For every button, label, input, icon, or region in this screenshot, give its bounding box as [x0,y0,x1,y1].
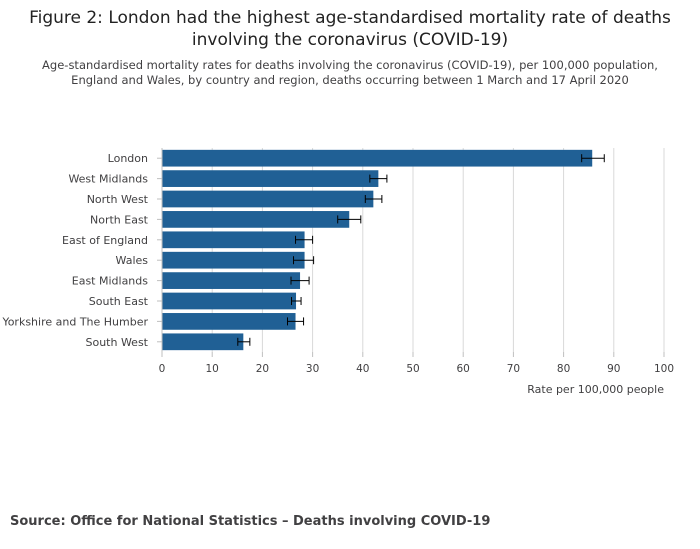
category-label: East Midlands [72,275,149,288]
bars [162,149,593,351]
x-tick-label: 0 [159,363,166,375]
x-tick-label: 90 [607,363,620,375]
bar [162,292,297,310]
x-tick-label: 60 [457,363,470,375]
category-label: Yorkshire and The Humber [1,315,148,328]
error-bars [237,154,605,346]
x-tick-label: 40 [356,363,369,375]
bar [162,231,305,249]
source-note: Source: Office for National Statistics –… [10,514,491,529]
category-label: North East [90,213,149,226]
category-label: South West [85,336,148,349]
axes: 0 10 20 30 40 50 60 70 80 90 100 London West Midland… [1,148,674,375]
x-tick-label: 20 [256,363,269,375]
x-tick-label: 10 [206,363,219,375]
chart-title: Figure 2: London had the highest age-sta… [29,8,671,50]
bar [162,149,593,167]
category-label: South East [89,295,149,308]
bar [162,313,296,330]
category-label: London [108,152,148,165]
category-label: West Midlands [68,173,148,186]
x-tick-label: 50 [406,363,419,375]
x-tick-label: 100 [654,363,674,375]
x-axis-label: Rate per 100,000 people [527,383,664,396]
category-label: East of England [62,234,148,247]
x-tick-label: 30 [306,363,319,375]
x-tick-label: 70 [507,363,520,375]
bar [162,211,350,228]
chart-subtitle: Age-standardised mortality rates for dea… [42,58,658,87]
bar [162,272,301,289]
bar [162,170,379,187]
bar [162,190,374,208]
bar-chart: 0 10 20 30 40 50 60 70 80 90 100 London West Midland… [1,148,674,396]
bar [162,251,305,269]
x-tick-label: 80 [557,363,570,375]
bar [162,333,244,351]
category-label: Wales [116,254,149,267]
category-label: North West [87,193,149,206]
